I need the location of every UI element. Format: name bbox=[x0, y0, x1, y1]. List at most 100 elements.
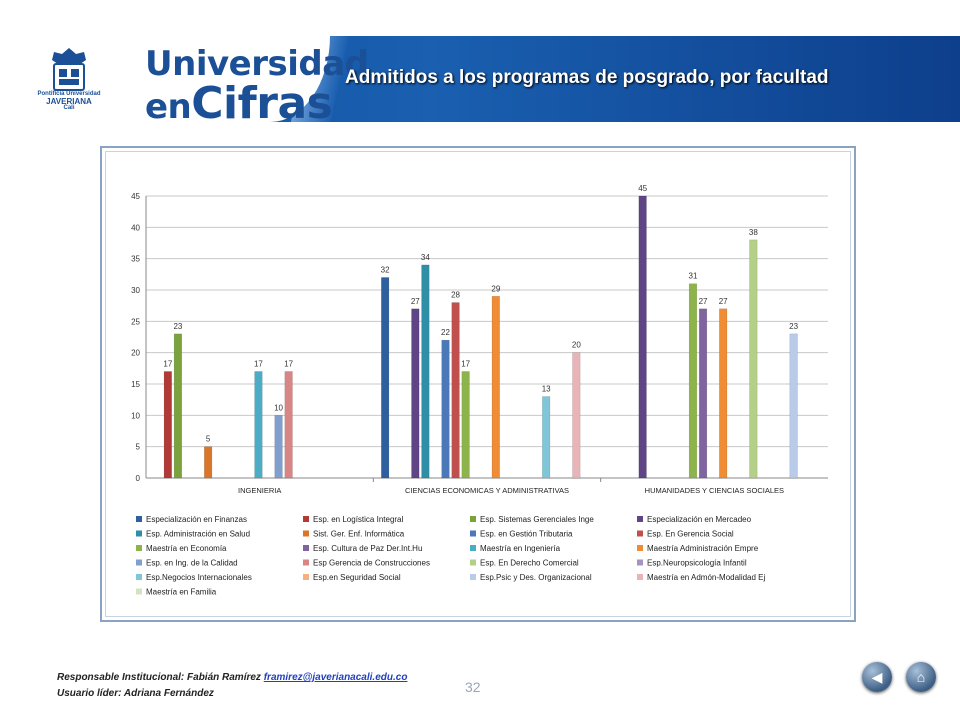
bar bbox=[163, 371, 172, 479]
bar-data-label: 17 bbox=[254, 359, 263, 368]
bar-data-label: 23 bbox=[789, 322, 798, 331]
legend-swatch bbox=[470, 574, 476, 580]
legend-entry: Esp.Psic y Des. Organizacional bbox=[480, 573, 592, 582]
bar bbox=[421, 264, 430, 479]
legend-entry: Esp. Administración en Salud bbox=[146, 530, 250, 539]
legend-swatch bbox=[136, 588, 142, 595]
legend-entry: Esp. en Gestión Tributaria bbox=[480, 530, 573, 539]
y-tick-label: 15 bbox=[131, 380, 140, 389]
legend-swatch bbox=[637, 516, 643, 522]
bar bbox=[411, 308, 420, 479]
bar bbox=[789, 333, 798, 479]
bar-data-label: 13 bbox=[542, 385, 551, 394]
bar bbox=[441, 339, 450, 479]
bar-data-label: 27 bbox=[719, 297, 728, 306]
responsable-label: Responsable Institucional: Fabián Ramíre… bbox=[57, 672, 261, 683]
bar bbox=[173, 333, 182, 479]
brand-en-cifras: enCifras bbox=[145, 78, 333, 122]
bar bbox=[284, 371, 293, 479]
legend-entry: Esp.Neuropsicología Infantil bbox=[647, 559, 747, 568]
email-link[interactable]: framirez@javerianacali.edu.co bbox=[263, 672, 408, 683]
legend-swatch bbox=[637, 574, 643, 580]
bar-data-label: 34 bbox=[421, 253, 430, 262]
legend-entry: Maestría en Ingeniería bbox=[480, 544, 561, 553]
legend-entry: Esp. en Ing. de la Calidad bbox=[146, 559, 238, 568]
home-button[interactable]: ⌂ bbox=[906, 662, 936, 692]
legend-swatch bbox=[136, 559, 142, 566]
bar bbox=[638, 195, 647, 479]
bar-data-label: 10 bbox=[274, 403, 283, 412]
bar bbox=[749, 239, 758, 479]
legend-entry: Maestría en Admón-Modalidad Ej bbox=[647, 573, 766, 582]
header-banner: Pontificia Universidad JAVERIANA Cali Un… bbox=[0, 36, 960, 122]
legend-entry: Esp. Cultura de Paz Der.Int.Hu bbox=[313, 544, 422, 553]
legend-entry: Maestría en Familia bbox=[146, 588, 217, 597]
home-icon: ⌂ bbox=[916, 669, 926, 685]
y-tick-label: 30 bbox=[131, 286, 140, 295]
legend-swatch bbox=[637, 559, 643, 566]
legend-entry: Maestría en Economía bbox=[146, 544, 227, 553]
bar-data-label: 28 bbox=[451, 291, 460, 300]
y-tick-label: 25 bbox=[131, 317, 140, 326]
bar bbox=[688, 283, 698, 479]
x-category-label: HUMANIDADES Y CIENCIAS SOCIALES bbox=[645, 486, 784, 495]
legend-swatch bbox=[136, 530, 142, 537]
university-name-small: Pontificia Universidad JAVERIANA Cali bbox=[37, 91, 101, 111]
legend-swatch bbox=[470, 530, 476, 537]
bar bbox=[572, 352, 581, 479]
legend-swatch bbox=[136, 574, 142, 580]
bar bbox=[719, 308, 728, 479]
usuario-label: Usuario líder: Adriana Fernández bbox=[57, 688, 214, 699]
bar-data-label: 29 bbox=[491, 284, 500, 293]
bar bbox=[381, 277, 390, 479]
chart-frame: 0 5 10 15 20 25 30 35 40 45 INGENIERIA 17 23 5 17 10 17 C… bbox=[100, 146, 856, 622]
legend-swatch bbox=[637, 530, 643, 537]
bar-data-label: 38 bbox=[749, 228, 758, 237]
bar bbox=[451, 302, 460, 479]
bar-data-label: 20 bbox=[572, 341, 581, 350]
legend-swatch bbox=[303, 574, 309, 580]
page-number: 32 bbox=[465, 679, 481, 695]
legend-swatch bbox=[303, 516, 309, 522]
legend-swatch bbox=[470, 559, 476, 566]
y-tick-label: 35 bbox=[131, 255, 140, 264]
bar-data-label: 17 bbox=[163, 359, 172, 368]
bar-data-label: 27 bbox=[699, 297, 708, 306]
legend-entry: Esp. En Gerencia Social bbox=[647, 530, 734, 539]
legend-entry: Especialización en Mercadeo bbox=[647, 515, 752, 524]
bar-data-label: 17 bbox=[461, 359, 470, 368]
y-tick-label: 45 bbox=[131, 192, 140, 201]
legend-swatch bbox=[136, 516, 142, 522]
bar bbox=[491, 296, 500, 479]
legend-entry: Esp Gerencia de Construcciones bbox=[313, 559, 430, 568]
legend-entry: Especialización en Finanzas bbox=[146, 515, 247, 524]
page-title: Admitidos a los programas de posgrado, p… bbox=[345, 67, 829, 88]
back-button[interactable]: ◀ bbox=[862, 662, 892, 692]
bar-data-label: 22 bbox=[441, 328, 450, 337]
bar-data-label: 32 bbox=[381, 265, 390, 274]
bar bbox=[461, 371, 470, 479]
bar bbox=[254, 371, 263, 479]
legend-swatch bbox=[470, 516, 476, 522]
bar bbox=[542, 396, 551, 479]
legend-swatch bbox=[303, 559, 309, 566]
legend-entry: Esp. Sistemas Gerenciales Inge bbox=[480, 515, 594, 524]
footer-credits: Responsable Institucional: Fabián Ramíre… bbox=[57, 670, 407, 702]
legend-entry: Maestría Administración Empre bbox=[647, 544, 759, 553]
y-tick-label: 5 bbox=[136, 443, 141, 452]
legend-entry: Esp.Negocios Internacionales bbox=[146, 573, 252, 582]
brand-universidad: Universidad bbox=[145, 44, 369, 84]
bar-data-label: 31 bbox=[689, 272, 698, 281]
legend-swatch bbox=[303, 530, 309, 537]
y-tick-label: 0 bbox=[136, 474, 141, 483]
back-arrow-icon: ◀ bbox=[871, 668, 883, 685]
bar bbox=[698, 308, 708, 479]
x-category-label: INGENIERIA bbox=[238, 486, 281, 495]
bar-chart: 0 5 10 15 20 25 30 35 40 45 INGENIERIA 17 23 5 17 10 17 C… bbox=[131, 184, 828, 597]
legend-swatch bbox=[303, 545, 309, 551]
bar-data-label: 23 bbox=[173, 322, 182, 331]
bar-data-label: 5 bbox=[206, 435, 211, 444]
chart-inner-border bbox=[105, 151, 851, 617]
bar bbox=[274, 415, 283, 479]
legend-swatch bbox=[637, 545, 643, 551]
